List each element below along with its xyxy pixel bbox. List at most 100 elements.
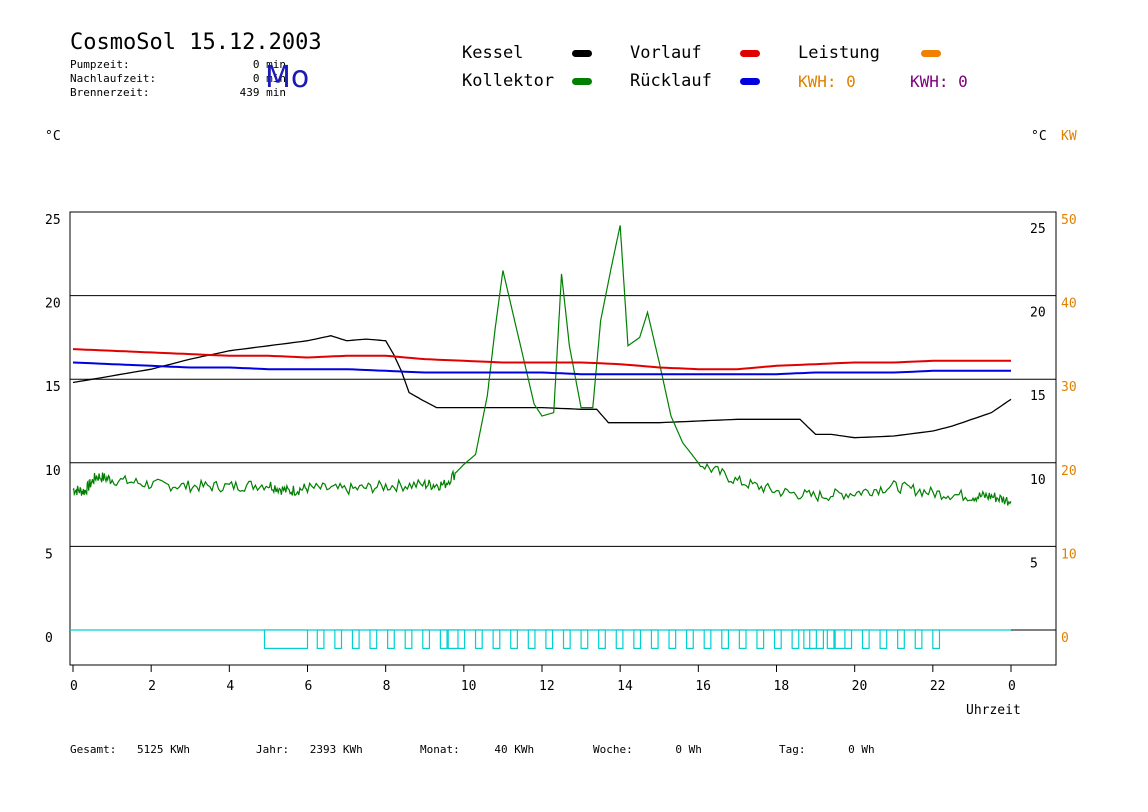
left-y-axis: 25 20 15 10 5 0 bbox=[45, 213, 61, 646]
footer-week: Woche: 0 Wh bbox=[593, 743, 702, 756]
legend-leistung-label: Leistung bbox=[798, 43, 880, 63]
right-outer-y-axis: 50 40 30 20 10 0 bbox=[1061, 213, 1077, 646]
x-tick-label: 18 bbox=[774, 679, 790, 694]
footer-day-label: Tag: bbox=[779, 743, 806, 756]
pump-pulse bbox=[404, 629, 413, 649]
pump-pulse bbox=[369, 629, 378, 649]
x-tick-label: 16 bbox=[695, 679, 711, 694]
x-axis: 0 2 4 6 8 10 12 14 16 18 20 22 0 bbox=[70, 665, 1016, 694]
legend-kessel-swatch bbox=[572, 50, 592, 57]
afterrun-time-row: Nachlaufzeit: 0 min bbox=[70, 72, 286, 85]
right-outer-y-tick-label: 20 bbox=[1061, 464, 1077, 479]
plot-frame bbox=[69, 211, 1057, 666]
pump-pulse bbox=[932, 629, 941, 649]
footer-day: Tag: 0 Wh bbox=[779, 743, 875, 756]
series-line-ruecklauf bbox=[72, 361, 1011, 376]
pump-pulse bbox=[598, 629, 606, 649]
pump-pulse bbox=[686, 629, 694, 649]
footer-month-label: Monat: bbox=[420, 743, 460, 756]
afterrun-time-label: Nachlaufzeit: bbox=[70, 72, 157, 85]
legend-ruecklauf-label: Rücklauf bbox=[630, 71, 712, 91]
pump-pulse bbox=[650, 629, 659, 649]
footer-total: Gesamt: 5125 KWh bbox=[70, 743, 190, 756]
right-inner-y-tick-label: 15 bbox=[1030, 389, 1046, 404]
footer-day-value: 0 Wh bbox=[848, 743, 875, 756]
afterrun-time-value: 0 min bbox=[252, 72, 286, 85]
footer-month: Monat: 40 KWh bbox=[420, 743, 534, 756]
pump-pulse bbox=[562, 629, 571, 649]
x-tick-label: 8 bbox=[383, 679, 391, 694]
footer-week-label: Woche: bbox=[593, 743, 633, 756]
pump-pulse-block bbox=[263, 629, 309, 649]
legend-vorlauf-swatch bbox=[740, 50, 760, 57]
x-axis-label: Uhrzeit bbox=[966, 703, 1021, 718]
burner-time-label: Brennerzeit: bbox=[70, 86, 150, 99]
grid-lines bbox=[70, 295, 1056, 631]
x-tick-label: 0 bbox=[70, 679, 78, 694]
series-line-kollektor bbox=[72, 225, 1012, 506]
pump-pulse bbox=[439, 629, 448, 649]
kwh-leistung: KWH: 0 bbox=[798, 72, 856, 91]
pump-pulse bbox=[510, 629, 518, 649]
series-line-kessel bbox=[72, 335, 1012, 439]
pump-pulse bbox=[897, 629, 905, 649]
pump-pulse bbox=[457, 629, 466, 649]
legend-leistung-swatch bbox=[921, 50, 941, 57]
left-y-tick-label: 0 bbox=[45, 631, 53, 646]
pump-pulse bbox=[809, 629, 817, 649]
pump-pulse bbox=[738, 629, 747, 649]
legend-vorlauf-label: Vorlauf bbox=[630, 43, 702, 63]
pump-pulse bbox=[334, 629, 343, 649]
legend-kessel-label: Kessel bbox=[462, 43, 524, 63]
pump-pulse bbox=[351, 629, 360, 649]
right-outer-y-tick-label: 0 bbox=[1061, 631, 1069, 646]
left-y-tick-label: 10 bbox=[45, 464, 61, 479]
left-y-tick-label: 5 bbox=[45, 547, 53, 562]
page-title: CosmoSol 15.12.2003 bbox=[70, 30, 322, 55]
right-inner-y-tick-label: 20 bbox=[1030, 306, 1046, 321]
legend-kollektor-label: Kollektor bbox=[462, 71, 555, 91]
left-unit-label: °C bbox=[45, 129, 61, 144]
pump-pulse bbox=[615, 629, 624, 649]
weekday-label: Mo bbox=[265, 60, 310, 95]
x-tick-label: 0 bbox=[1008, 679, 1016, 694]
left-y-tick-label: 15 bbox=[45, 380, 61, 395]
right-outer-y-tick-label: 40 bbox=[1061, 297, 1077, 312]
pump-time-value: 0 min bbox=[252, 58, 286, 71]
series-lines bbox=[72, 225, 1012, 506]
footer-year-value: 2393 KWh bbox=[309, 743, 363, 756]
kwh-secondary: KWH: 0 bbox=[910, 72, 968, 91]
right-inner-y-axis: 25 20 15 10 5 bbox=[1030, 222, 1046, 571]
pump-pulse bbox=[844, 629, 853, 649]
pump-pulse bbox=[668, 629, 677, 649]
series-line-vorlauf bbox=[72, 348, 1011, 371]
footer-total-label: Gesamt: bbox=[70, 743, 117, 756]
footer-year-label: Jahr: bbox=[256, 743, 290, 756]
pump-pulse bbox=[914, 629, 923, 649]
burner-time-row: Brennerzeit: 439 min bbox=[70, 86, 286, 99]
x-tick-label: 22 bbox=[930, 679, 946, 694]
pump-pulse bbox=[492, 629, 501, 649]
right-outer-y-tick-label: 50 bbox=[1061, 213, 1077, 228]
pump-pulse bbox=[387, 629, 395, 649]
x-tick-label: 4 bbox=[226, 679, 234, 694]
pump-pulse bbox=[474, 629, 483, 649]
pump-time-label: Pumpzeit: bbox=[70, 58, 130, 71]
pump-pulse bbox=[422, 629, 431, 649]
pump-pulse bbox=[545, 629, 554, 649]
x-tick-label: 14 bbox=[617, 679, 633, 694]
pump-pulse bbox=[879, 629, 888, 649]
pump-pulse bbox=[756, 629, 765, 649]
x-tick-label: 10 bbox=[461, 679, 477, 694]
burner-time-value: 439 min bbox=[239, 86, 286, 99]
pump-pulse bbox=[527, 629, 536, 649]
x-tick-label: 20 bbox=[852, 679, 868, 694]
pump-pulse bbox=[633, 629, 642, 649]
pump-pulse bbox=[826, 629, 835, 649]
pump-pulse bbox=[773, 629, 782, 649]
pump-pulse bbox=[580, 629, 589, 649]
right-outer-y-tick-label: 10 bbox=[1061, 547, 1077, 562]
right-inner-y-tick-label: 5 bbox=[1030, 556, 1038, 571]
x-tick-label: 12 bbox=[539, 679, 555, 694]
